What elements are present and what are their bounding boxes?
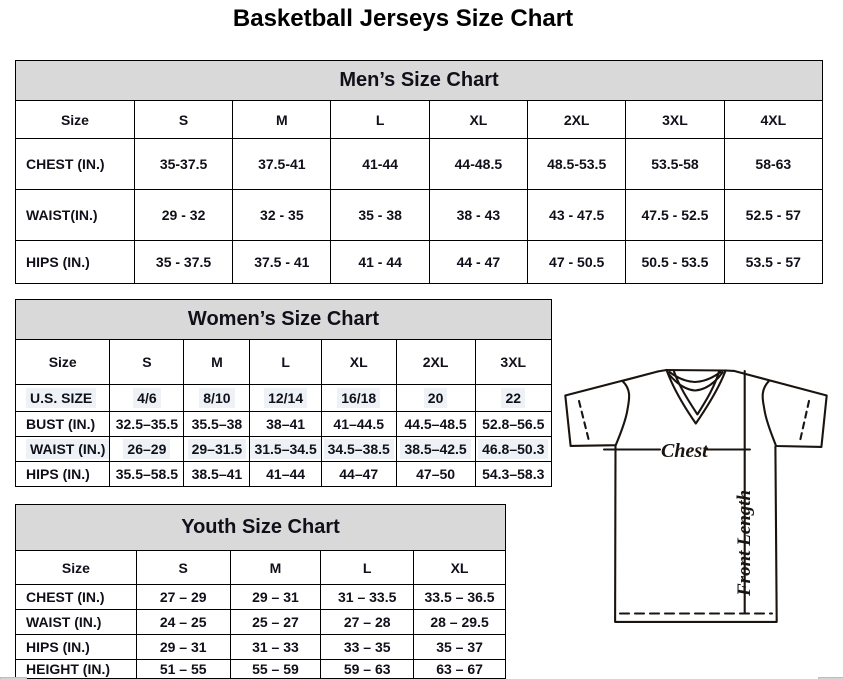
svg-text:Chest: Chest: [661, 440, 709, 462]
svg-text:Front Length: Front Length: [734, 490, 755, 597]
